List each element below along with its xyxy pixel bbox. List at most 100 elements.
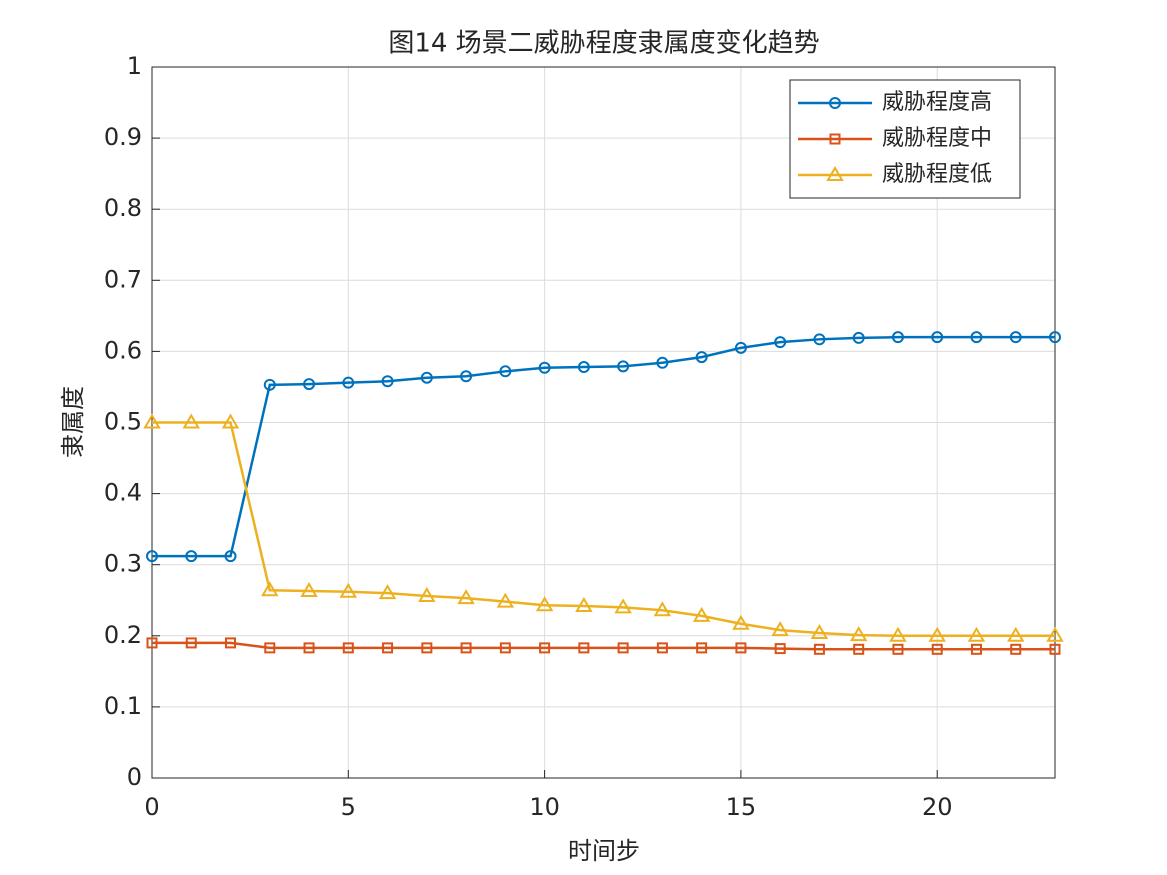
marker	[931, 643, 943, 655]
marker	[261, 581, 279, 597]
marker	[460, 370, 473, 383]
marker	[575, 596, 593, 612]
marker	[185, 637, 197, 649]
marker	[931, 331, 944, 344]
y-tick-label: 0.9	[104, 123, 142, 151]
marker	[614, 598, 632, 614]
marker	[692, 606, 711, 622]
marker	[146, 637, 158, 649]
marker	[1049, 643, 1061, 655]
series-line	[152, 335, 1055, 558]
x-tick-label: 15	[726, 793, 757, 821]
y-tick-label: 0.5	[104, 408, 142, 436]
y-tick-label: 0.1	[104, 692, 142, 720]
marker	[889, 626, 907, 642]
marker	[617, 642, 629, 654]
marker	[970, 331, 983, 344]
marker	[143, 413, 161, 429]
marker	[774, 643, 786, 655]
marker	[928, 626, 946, 642]
y-tick-label: 0.7	[104, 265, 142, 293]
marker	[420, 371, 433, 384]
marker	[342, 642, 354, 654]
marker	[970, 643, 982, 655]
y-tick-label: 0	[127, 763, 142, 791]
marker	[342, 376, 355, 389]
marker	[774, 336, 787, 349]
marker	[303, 642, 315, 654]
axes-frame	[151, 66, 1056, 779]
marker	[891, 331, 904, 344]
legend-label: 威胁程度高	[882, 90, 992, 115]
marker	[381, 375, 394, 388]
marker	[499, 365, 512, 378]
marker	[185, 550, 198, 563]
marker	[732, 614, 750, 630]
marker	[224, 550, 237, 563]
y-tick-label: 0.2	[104, 621, 142, 649]
marker	[539, 642, 551, 654]
marker	[1006, 626, 1025, 642]
marker	[225, 637, 237, 649]
marker	[499, 642, 511, 654]
marker	[496, 592, 515, 608]
marker	[813, 333, 826, 346]
y-axis-label: 隶属度	[59, 386, 87, 458]
marker	[967, 626, 986, 642]
marker	[263, 378, 276, 391]
marker	[1010, 643, 1022, 655]
marker	[460, 642, 472, 654]
marker	[300, 582, 318, 598]
y-tick-label: 0.4	[104, 479, 142, 507]
marker	[378, 584, 397, 600]
marker	[810, 623, 829, 639]
marker	[696, 642, 708, 654]
marker	[829, 97, 841, 109]
marker	[535, 596, 554, 612]
series-line	[152, 421, 1055, 638]
marker	[1009, 331, 1022, 344]
marker	[892, 643, 904, 655]
marker	[577, 361, 590, 374]
marker	[653, 601, 672, 617]
marker	[421, 642, 433, 654]
marker	[339, 582, 358, 598]
marker	[1049, 331, 1061, 344]
marker	[457, 589, 475, 605]
y-tick-label: 0.3	[104, 550, 142, 578]
series-line	[152, 641, 1055, 651]
marker	[146, 550, 158, 563]
marker	[734, 341, 747, 354]
marker	[829, 133, 841, 145]
marker	[1046, 626, 1064, 642]
marker	[617, 360, 630, 373]
legend-label: 威胁程度中	[882, 126, 992, 151]
marker	[303, 378, 316, 391]
marker	[853, 643, 865, 655]
x-axis-label: 时间步	[568, 837, 640, 865]
y-tick-label: 1	[127, 52, 142, 80]
legend-label: 威胁程度低	[882, 162, 992, 187]
marker	[849, 626, 868, 642]
chart-title: 图14 场景二威胁程度隶属度变化趋势	[388, 29, 819, 59]
x-tick-label: 0	[144, 793, 159, 821]
marker	[695, 351, 708, 364]
marker	[264, 642, 276, 654]
y-tick-label: 0.8	[104, 194, 142, 222]
marker	[656, 356, 669, 369]
marker	[221, 413, 240, 429]
marker	[852, 331, 865, 344]
x-tick-label: 10	[529, 793, 560, 821]
marker	[826, 166, 844, 181]
x-tick-label: 20	[922, 793, 953, 821]
marker	[182, 413, 201, 429]
marker	[735, 642, 747, 654]
y-tick-label: 0.6	[104, 336, 142, 364]
x-tick-label: 5	[341, 793, 356, 821]
marker	[771, 621, 789, 637]
marker	[382, 642, 394, 654]
marker	[813, 643, 825, 655]
marker	[656, 642, 668, 654]
